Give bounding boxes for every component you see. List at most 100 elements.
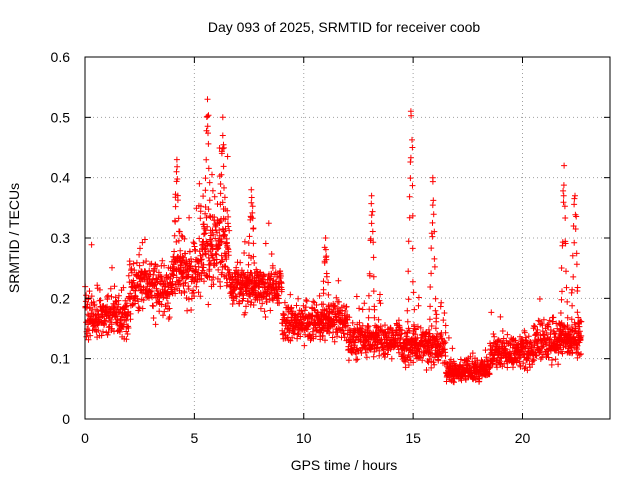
data-point — [487, 364, 494, 370]
data-point — [426, 348, 433, 355]
data-point — [372, 322, 379, 329]
data-point — [552, 356, 559, 363]
data-point — [322, 337, 328, 344]
data-point — [257, 305, 264, 312]
data-point — [298, 308, 305, 314]
data-point — [490, 331, 497, 337]
data-point — [362, 349, 369, 356]
data-point — [397, 334, 404, 341]
data-point — [354, 356, 361, 363]
data-point — [265, 220, 272, 227]
data-point — [233, 264, 240, 271]
data-point — [395, 317, 402, 324]
data-point — [209, 171, 215, 178]
data-point — [429, 174, 436, 181]
data-point — [340, 330, 347, 337]
data-point — [442, 322, 449, 329]
data-point — [229, 301, 236, 307]
data-point — [472, 376, 479, 383]
data-point — [146, 275, 153, 282]
data-point — [417, 334, 424, 341]
data-point — [217, 201, 224, 208]
data-point — [207, 227, 214, 234]
data-point — [571, 195, 578, 202]
data-point — [218, 150, 225, 157]
data-point — [365, 314, 372, 321]
data-point — [209, 187, 216, 194]
data-point — [278, 286, 285, 293]
data-point — [121, 316, 128, 323]
data-point — [407, 108, 414, 115]
data-point — [245, 261, 252, 268]
data-point — [341, 334, 348, 341]
data-point — [276, 299, 283, 306]
data-point — [176, 277, 183, 284]
data-point — [156, 308, 163, 315]
data-point — [429, 219, 436, 226]
data-point — [262, 314, 269, 320]
data-point — [393, 327, 400, 334]
data-point — [203, 214, 210, 221]
data-point — [173, 238, 180, 245]
data-point — [384, 351, 391, 358]
data-point — [222, 216, 229, 223]
data-point — [430, 211, 437, 218]
data-point — [225, 246, 232, 253]
data-point — [568, 324, 575, 330]
data-point — [213, 256, 220, 263]
data-point — [257, 269, 264, 276]
data-point — [303, 298, 310, 305]
data-point — [353, 293, 360, 300]
data-point — [410, 289, 417, 296]
data-point — [301, 307, 308, 314]
data-point — [120, 284, 127, 291]
data-point — [278, 280, 285, 287]
data-point — [328, 319, 335, 325]
data-point — [376, 347, 383, 354]
data-point — [356, 305, 363, 312]
data-point — [405, 238, 412, 245]
data-point — [196, 235, 203, 242]
data-point — [109, 264, 115, 271]
data-point — [317, 318, 324, 324]
data-point — [190, 239, 197, 246]
data-point — [432, 295, 439, 302]
data-point — [373, 345, 380, 352]
data-point — [188, 307, 195, 313]
data-point — [497, 313, 504, 320]
data-point — [325, 291, 332, 298]
data-point — [310, 298, 317, 305]
data-point — [368, 220, 375, 227]
data-point — [549, 357, 555, 363]
data-point — [133, 259, 140, 266]
data-point — [159, 257, 166, 264]
data-point — [377, 323, 384, 330]
data-point — [550, 314, 557, 321]
data-point — [431, 263, 438, 270]
data-point — [219, 145, 226, 152]
data-point — [250, 240, 257, 247]
data-point — [563, 268, 569, 275]
data-point — [445, 334, 452, 341]
data-point — [525, 333, 532, 340]
data-point — [578, 351, 584, 357]
data-point — [267, 276, 274, 282]
data-point — [178, 232, 185, 239]
data-point — [254, 282, 261, 289]
data-point — [558, 296, 565, 303]
data-point — [139, 289, 146, 296]
data-point — [333, 294, 340, 301]
data-point — [449, 345, 456, 352]
data-points — [82, 96, 585, 386]
data-point — [575, 323, 582, 330]
data-point — [438, 299, 445, 306]
data-point — [396, 349, 402, 356]
data-point — [499, 328, 506, 334]
data-point — [240, 295, 247, 302]
data-point — [244, 275, 251, 282]
data-point — [557, 310, 564, 316]
data-point — [364, 329, 371, 336]
data-point — [238, 267, 245, 274]
data-point — [216, 173, 223, 180]
data-point — [86, 288, 93, 295]
